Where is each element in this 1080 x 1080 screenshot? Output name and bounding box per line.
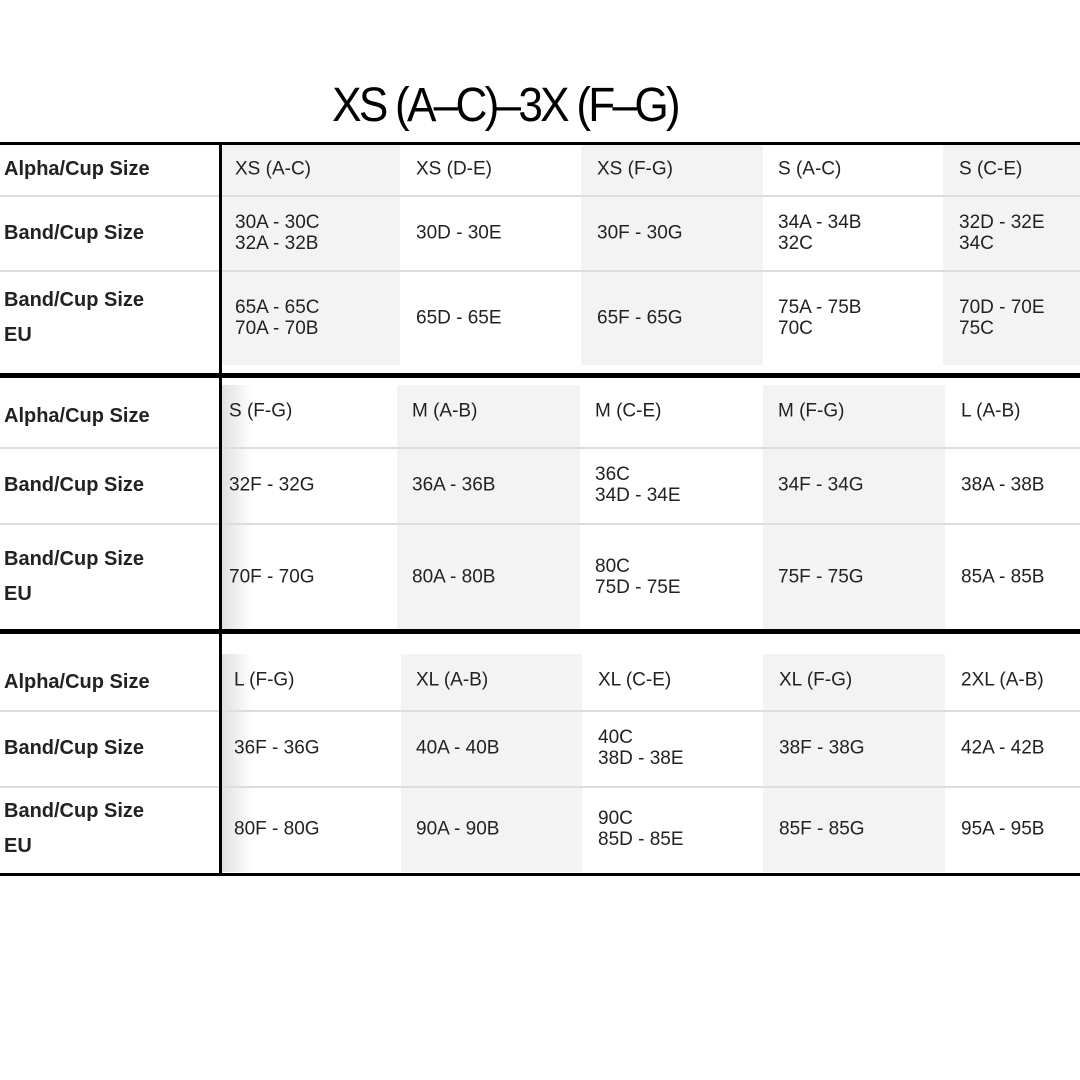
size-cell: S (C-E) — [959, 158, 1023, 180]
size-cell: 80A - 80B — [412, 566, 496, 587]
row-label: Band/Cup Size — [4, 474, 145, 496]
block-top-border — [0, 142, 1080, 145]
size-cell: 30F - 30G — [597, 222, 683, 243]
shaded-column — [401, 654, 582, 872]
shaded-column — [397, 385, 580, 630]
label-column-border — [219, 629, 222, 875]
row-label: Band/Cup Size EU — [4, 288, 145, 346]
size-cell: 36C 34D - 34E — [595, 464, 681, 506]
size-cell: 85F - 85G — [779, 818, 865, 840]
size-cell: 65F - 65G — [597, 307, 683, 328]
size-cell: 36A - 36B — [412, 474, 496, 496]
size-cell: XL (F-G) — [779, 669, 853, 691]
row-label: Band/Cup Size — [4, 737, 145, 759]
size-cell: 65D - 65E — [416, 307, 502, 328]
size-cell: 2XL (A-B) — [961, 669, 1044, 691]
size-cell: 38A - 38B — [961, 474, 1045, 496]
block-bottom-border — [0, 631, 1080, 634]
row-divider — [0, 786, 1080, 788]
size-cell: 70D - 70E 75C — [959, 296, 1045, 339]
row-divider — [0, 270, 1080, 272]
block-bottom-border — [0, 375, 1080, 378]
size-cell: 70F - 70G — [229, 566, 315, 587]
size-cell: 65A - 65C 70A - 70B — [235, 296, 320, 339]
size-cell: M (F-G) — [778, 400, 845, 422]
size-cell: L (F-G) — [234, 669, 295, 691]
row-label: Band/Cup Size — [4, 221, 145, 244]
size-cell: 95A - 95B — [961, 818, 1045, 840]
row-label: Alpha/Cup Size — [4, 405, 150, 427]
size-cell: 36F - 36G — [234, 737, 320, 759]
size-cell: 40A - 40B — [416, 737, 500, 759]
size-cell: 75F - 75G — [778, 566, 864, 587]
row-divider — [0, 447, 1080, 449]
size-cell: 90A - 90B — [416, 818, 500, 840]
size-cell: 80C 75D - 75E — [595, 555, 681, 598]
label-column-border — [219, 142, 222, 377]
size-cell: 80F - 80G — [234, 818, 320, 840]
column-shadow — [222, 385, 252, 630]
label-column-border — [219, 373, 222, 633]
row-divider — [0, 523, 1080, 525]
size-cell: XL (A-B) — [416, 669, 489, 691]
size-cell: M (A-B) — [412, 400, 478, 422]
size-cell: 34F - 34G — [778, 474, 864, 496]
size-cell: S (F-G) — [229, 400, 293, 422]
size-cell: 42A - 42B — [961, 737, 1045, 759]
shaded-column — [763, 385, 945, 630]
size-cell: M (C-E) — [595, 400, 662, 422]
size-cell: 40C 38D - 38E — [598, 727, 684, 769]
shaded-column — [763, 654, 945, 872]
row-divider — [0, 710, 1080, 712]
block-top-border — [0, 373, 1080, 376]
size-cell: XS (A-C) — [235, 158, 311, 180]
row-label: Alpha/Cup Size — [4, 671, 150, 693]
shaded-column — [943, 143, 1080, 365]
size-cell: 32F - 32G — [229, 474, 315, 496]
shaded-column — [222, 143, 400, 365]
column-shadow — [222, 654, 252, 872]
size-cell: XS (D-E) — [416, 158, 492, 180]
row-label: Alpha/Cup Size — [4, 158, 150, 180]
chart-title: XS (A–C)–3X (F–G) — [332, 79, 680, 132]
shaded-column — [581, 143, 763, 365]
size-cell: 90C 85D - 85E — [598, 808, 684, 850]
size-cell: XL (C-E) — [598, 669, 672, 691]
size-cell: 30A - 30C 32A - 32B — [235, 211, 320, 254]
block-top-border — [0, 629, 1080, 632]
size-cell: 85A - 85B — [961, 566, 1045, 587]
size-cell: 32D - 32E 34C — [959, 211, 1045, 254]
row-label: Band/Cup Size EU — [4, 800, 145, 857]
size-cell: 34A - 34B 32C — [778, 211, 862, 254]
row-label: Band/Cup Size EU — [4, 547, 145, 605]
size-cell: 30D - 30E — [416, 222, 502, 243]
block-bottom-border — [0, 873, 1080, 876]
size-cell: 38F - 38G — [779, 737, 865, 759]
row-divider — [0, 195, 1080, 197]
size-cell: 75A - 75B 70C — [778, 296, 862, 339]
size-cell: S (A-C) — [778, 158, 842, 180]
size-cell: XS (F-G) — [597, 158, 673, 180]
size-cell: L (A-B) — [961, 400, 1021, 422]
